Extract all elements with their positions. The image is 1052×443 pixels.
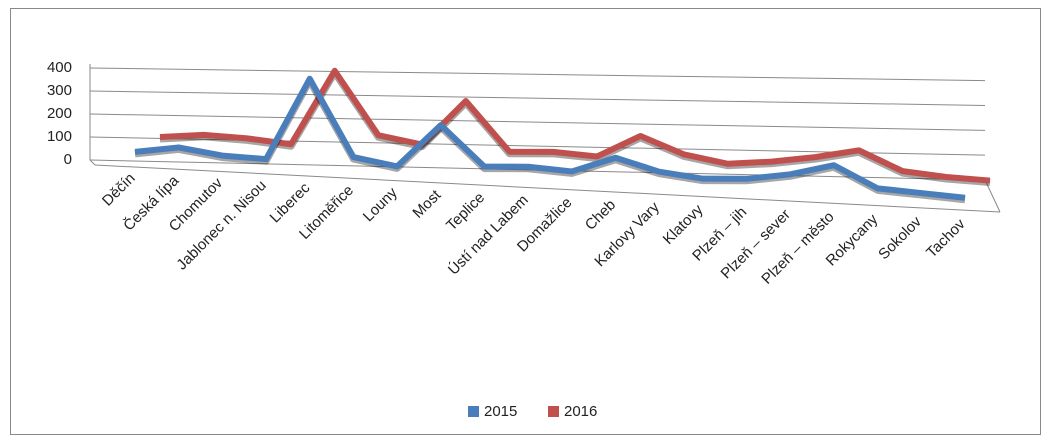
floor-left <box>89 159 96 166</box>
y-tick-label: 300 <box>47 82 72 99</box>
y-tick-label: 200 <box>47 105 72 122</box>
grid-line <box>89 113 986 131</box>
legend-label: 2016 <box>564 403 597 420</box>
y-tick-label: 100 <box>47 128 72 145</box>
series-line <box>134 75 966 201</box>
series-line <box>159 67 991 184</box>
legend-swatch <box>548 406 559 417</box>
floor-front <box>94 164 1001 213</box>
legend-swatch <box>468 406 479 417</box>
legend-label: 2015 <box>484 403 517 420</box>
grid-line <box>89 67 986 82</box>
y-tick-label: 400 <box>47 59 72 76</box>
floor-right <box>984 179 1001 213</box>
grid-line <box>89 90 986 106</box>
y-tick-label: 0 <box>64 151 72 168</box>
chart-border <box>10 8 1041 435</box>
